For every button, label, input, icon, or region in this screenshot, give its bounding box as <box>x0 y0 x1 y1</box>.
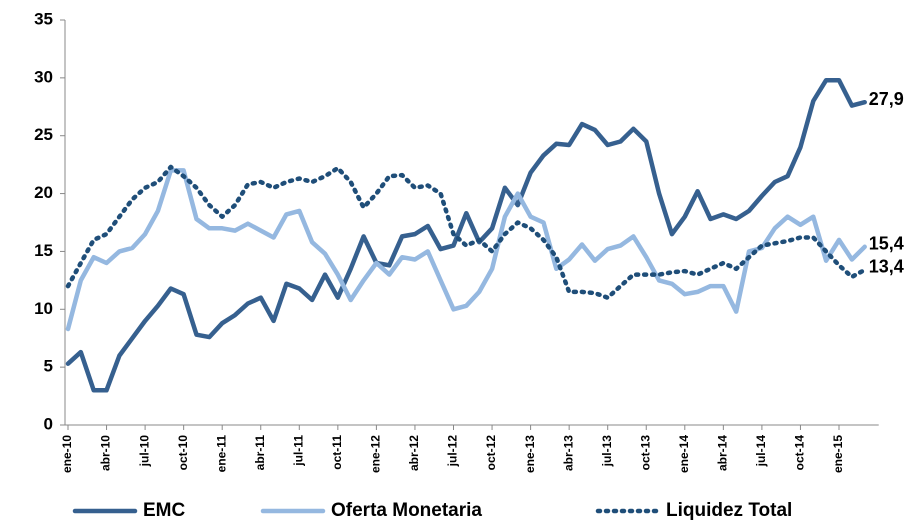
y-tick-label: 5 <box>44 357 53 376</box>
x-tick-label: ene-11 <box>214 435 228 473</box>
x-tick-label: ene-12 <box>369 435 383 473</box>
x-tick-label: ene-15 <box>831 435 845 473</box>
x-tick-label: jul-12 <box>446 435 460 468</box>
y-tick-label: 30 <box>34 67 53 86</box>
y-tick-label: 35 <box>34 9 53 28</box>
series-line <box>65 77 867 393</box>
legend-label: Liquidez Total <box>666 500 792 521</box>
x-tick-label: abr-13 <box>561 435 575 471</box>
x-tick-label: jul-13 <box>600 435 614 468</box>
value-label: 27,9 <box>869 89 904 109</box>
legend-label: Oferta Monetaria <box>331 500 482 521</box>
y-tick-label: 15 <box>34 241 53 260</box>
value-label: 13,4 <box>869 257 904 277</box>
x-tick-label: ene-14 <box>677 435 691 473</box>
y-tick-label: 20 <box>34 183 53 202</box>
series-line <box>65 164 867 300</box>
value-label: 15,4 <box>869 234 904 254</box>
y-tick-label: 25 <box>34 125 53 144</box>
x-tick-label: oct-12 <box>484 435 498 471</box>
x-tick-label: oct-10 <box>176 435 190 471</box>
x-tick-label: oct-13 <box>638 435 652 471</box>
legend-label: EMC <box>143 500 186 521</box>
x-tick-label: jul-11 <box>291 435 305 467</box>
x-tick-label: oct-11 <box>330 435 344 470</box>
x-tick-label: abr-14 <box>716 435 730 471</box>
series-line <box>65 168 867 332</box>
y-tick-label: 0 <box>44 414 53 433</box>
x-tick-label: ene-10 <box>60 435 74 473</box>
x-tick-label: oct-14 <box>793 435 807 471</box>
x-tick-label: abr-11 <box>253 435 267 471</box>
x-tick-label: abr-12 <box>407 435 421 471</box>
x-tick-label: ene-13 <box>523 435 537 473</box>
x-tick-label: jul-10 <box>137 435 151 468</box>
y-tick-label: 10 <box>34 299 53 318</box>
x-tick-label: abr-10 <box>99 435 113 471</box>
x-tick-label: jul-14 <box>754 435 768 468</box>
